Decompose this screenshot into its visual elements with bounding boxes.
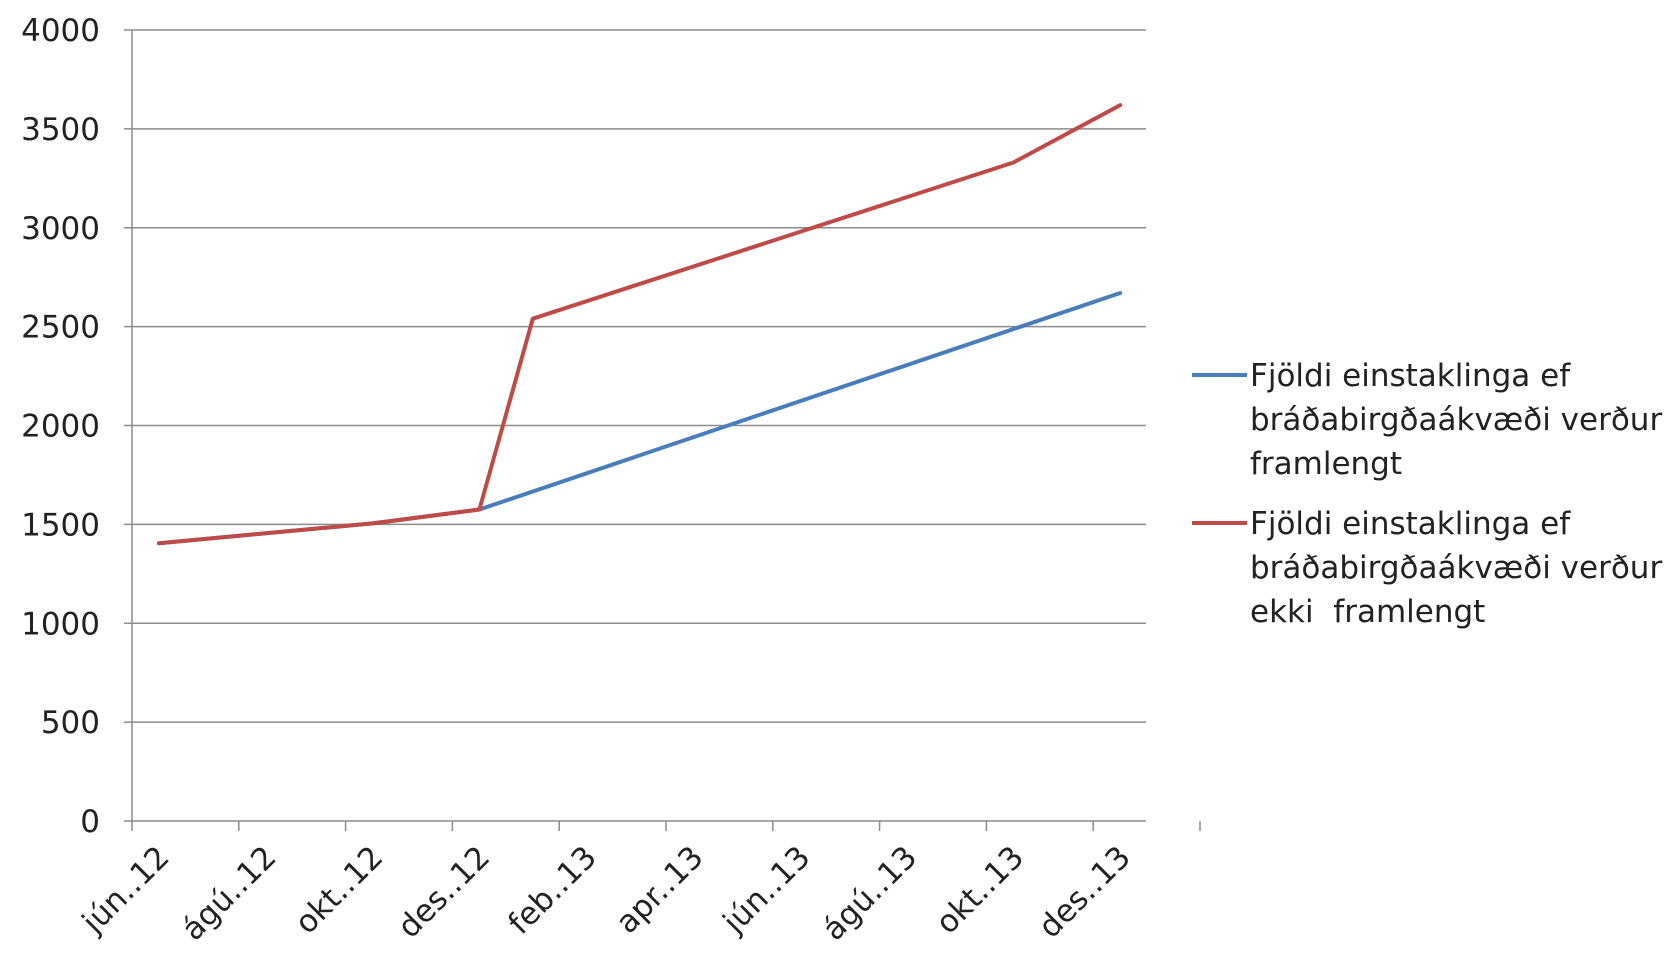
y-axis-tick-labels: 0 500 1000 1500 2000 2500 3000 3500 4000 — [21, 13, 100, 840]
x-tick-label: apr..13 — [609, 839, 711, 941]
legend-label-2: bráðabirgðaákvæði verður — [1250, 550, 1662, 586]
series-line-2 — [157, 103, 1123, 546]
gridlines — [132, 29, 1146, 723]
x-tick-label: feb..13 — [501, 839, 603, 941]
x-tick-label: jún..12 — [75, 839, 177, 941]
axes — [124, 29, 1201, 831]
x-tick-label: okt..12 — [288, 839, 390, 941]
y-tick-label: 2000 — [21, 409, 100, 445]
y-tick-label: 4000 — [21, 13, 100, 49]
series-line-1 — [157, 291, 1123, 546]
y-tick-label: 2500 — [21, 310, 100, 346]
series-lines — [157, 103, 1123, 546]
y-tick-label: 3000 — [21, 211, 100, 247]
x-tick-label: des..13 — [1032, 839, 1138, 945]
x-tick-label: okt..13 — [929, 839, 1031, 941]
x-tick-label: ágú..12 — [175, 839, 284, 948]
y-tick-label: 1000 — [21, 606, 100, 642]
legend: Fjöldi einstaklinga ef bráðabirgðaákvæði … — [1192, 358, 1662, 630]
y-tick-label: 1500 — [21, 507, 100, 543]
y-tick-label: 3500 — [21, 112, 100, 148]
legend-label-2: Fjöldi einstaklinga ef — [1250, 506, 1571, 542]
x-tick-label: ágú..13 — [816, 839, 925, 948]
y-tick-label: 0 — [80, 804, 100, 840]
legend-label-1: Fjöldi einstaklinga ef — [1250, 358, 1571, 394]
x-tick-label: des..12 — [391, 839, 497, 945]
y-tick-label: 500 — [41, 705, 100, 741]
legend-label-1: bráðabirgðaákvæði verður — [1250, 402, 1662, 438]
legend-label-2: ekki framlengt — [1250, 594, 1485, 630]
x-tick-label: jún..13 — [716, 839, 818, 941]
legend-label-1: framlengt — [1250, 446, 1402, 482]
